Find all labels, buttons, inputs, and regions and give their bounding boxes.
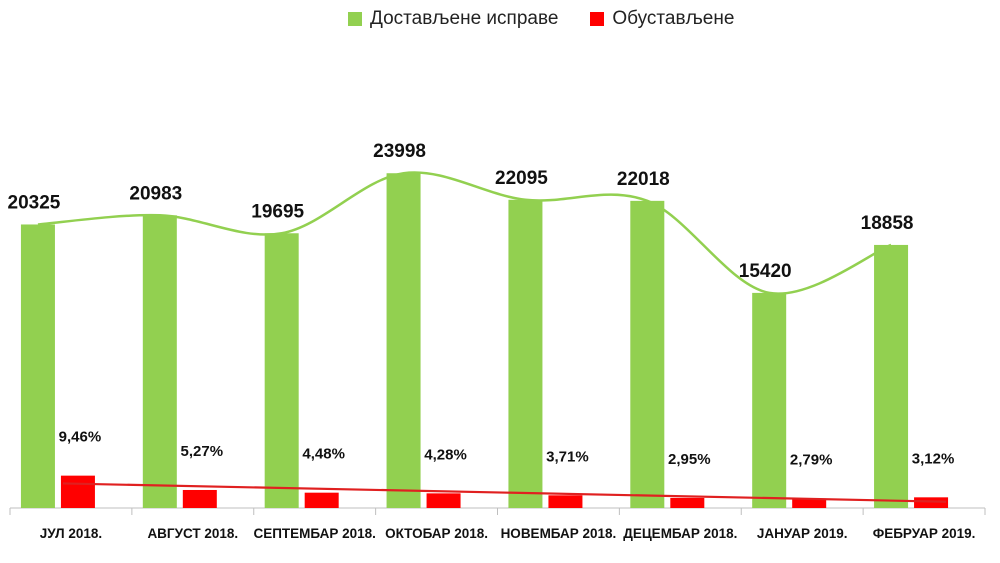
x-tick-label: ФЕБРУАР 2019. <box>873 526 976 541</box>
data-label-delivered: 19695 <box>251 201 304 222</box>
bar-suspended <box>792 498 827 508</box>
bar-suspended <box>426 493 461 508</box>
legend-item-delivered: Достављене исправе <box>348 8 558 30</box>
legend-swatch-suspended <box>590 12 605 26</box>
data-label-delivered: 18858 <box>861 213 914 234</box>
bar-delivered <box>264 233 299 508</box>
bar-suspended <box>914 497 949 508</box>
bar-delivered <box>508 199 543 508</box>
bar-delivered <box>142 215 177 508</box>
bar-suspended <box>304 492 339 508</box>
data-label-suspended: 4,28% <box>424 446 467 463</box>
data-label-suspended: 2,95% <box>668 451 711 468</box>
x-tick-label: ЈАНУАР 2019. <box>757 526 848 541</box>
data-label-suspended: 5,27% <box>181 443 224 460</box>
x-tick-label: ДЕЦЕМБАР 2018. <box>623 526 737 541</box>
trendline-delivered <box>37 171 892 295</box>
legend-label-suspended: Обустављене <box>612 8 735 29</box>
bar-delivered <box>386 173 421 508</box>
data-label-delivered: 20325 <box>8 192 61 213</box>
x-tick-label: НОВЕМБАР 2018. <box>501 526 617 541</box>
legend-item-suspended: Обустављене <box>590 8 734 30</box>
trendline-suspended <box>62 482 947 503</box>
data-label-delivered: 20983 <box>129 183 182 204</box>
x-tick-label: ЈУЛ 2018. <box>40 526 102 541</box>
data-label-suspended: 9,46% <box>59 429 102 446</box>
x-tick-label: СЕПТЕМБАР 2018. <box>253 526 375 541</box>
bar-suspended <box>182 489 217 508</box>
data-label-suspended: 4,48% <box>302 446 345 463</box>
x-tick-label: ОКТОБАР 2018. <box>385 526 488 541</box>
legend-label-delivered: Достављене исправе <box>370 8 559 29</box>
data-label-delivered: 23998 <box>373 141 426 162</box>
legend-swatch-delivered <box>348 12 362 26</box>
bar-suspended <box>60 475 95 508</box>
bar-delivered <box>874 244 909 508</box>
bar-delivered <box>20 224 55 508</box>
data-label-delivered: 15420 <box>739 261 792 282</box>
data-label-suspended: 3,71% <box>546 448 589 465</box>
x-tick-label: АВГУСТ 2018. <box>147 526 238 541</box>
bar-delivered <box>752 292 787 508</box>
bar-delivered <box>630 200 665 508</box>
data-label-delivered: 22095 <box>495 168 548 189</box>
chart-legend: Достављене исправе Обустављене <box>348 8 766 30</box>
data-label-suspended: 3,12% <box>912 450 955 467</box>
bar-suspended <box>670 497 705 508</box>
bar-suspended <box>548 495 583 508</box>
data-label-delivered: 22018 <box>617 169 670 190</box>
data-label-suspended: 2,79% <box>790 451 833 468</box>
